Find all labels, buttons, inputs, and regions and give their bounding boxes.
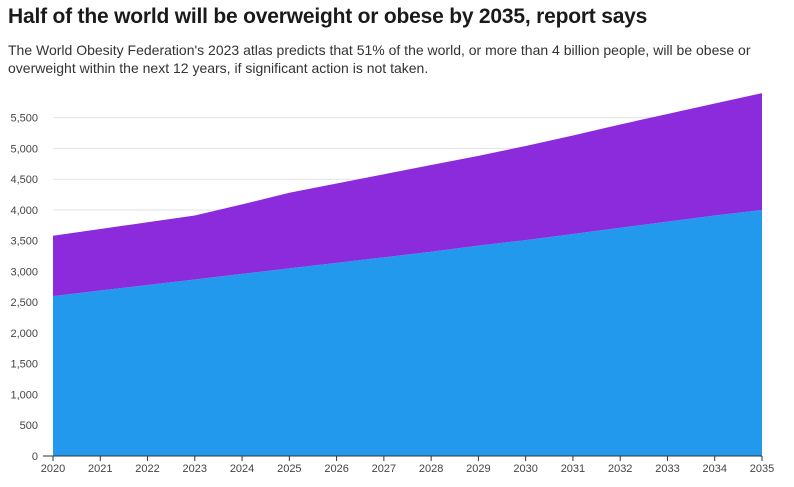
- x-tick-label: 2021: [88, 463, 112, 475]
- x-tick-label: 2033: [655, 463, 679, 475]
- series-areas: [53, 93, 762, 456]
- y-tick-label: 3,000: [10, 266, 38, 278]
- x-tick-label: 2022: [135, 463, 159, 475]
- y-tick-label: 2,000: [10, 328, 38, 340]
- y-tick-label: 4,500: [10, 174, 38, 186]
- y-tick-label: 3,500: [10, 236, 38, 248]
- y-tick-label: 4,000: [10, 205, 38, 217]
- x-tick-label: 2026: [324, 463, 348, 475]
- x-tick-label: 2028: [419, 463, 443, 475]
- x-tick-label: 2020: [41, 463, 65, 475]
- axes: [43, 455, 763, 461]
- chart-subtitle: The World Obesity Federation's 2023 atla…: [8, 42, 751, 76]
- series-area-2: [53, 93, 762, 297]
- x-tick-label: 2023: [183, 463, 207, 475]
- chart-title: Half of the world will be overweight or …: [8, 5, 648, 28]
- y-tick-label: 2,500: [10, 297, 38, 309]
- x-tick-label: 2027: [372, 463, 396, 475]
- x-tick-label: 2031: [561, 463, 585, 475]
- y-tick-label: 5,500: [10, 113, 38, 125]
- x-axis-labels: 2020 2021 2022 2023 2024 2025 2026 2027 2028 2029…: [41, 463, 774, 475]
- series-area-1: [53, 209, 762, 456]
- x-tick-label: 2029: [466, 463, 490, 475]
- x-tick-label: 2035: [750, 463, 774, 475]
- y-tick-label: 1,500: [10, 359, 38, 371]
- y-tick-label: 5,000: [10, 143, 38, 155]
- y-axis-labels: 0 500 1,000 1,500 2,000 2,500 3,000 3,500 4,000 4…: [10, 113, 38, 463]
- x-tick-label: 2034: [702, 463, 726, 475]
- x-tick-label: 2032: [608, 463, 632, 475]
- y-tick-label: 0: [32, 451, 38, 463]
- y-tick-label: 500: [20, 420, 38, 432]
- x-tick-label: 2030: [513, 463, 537, 475]
- y-tick-label: 1,000: [10, 389, 38, 401]
- x-tick-label: 2024: [230, 463, 254, 475]
- x-tick-label: 2025: [277, 463, 301, 475]
